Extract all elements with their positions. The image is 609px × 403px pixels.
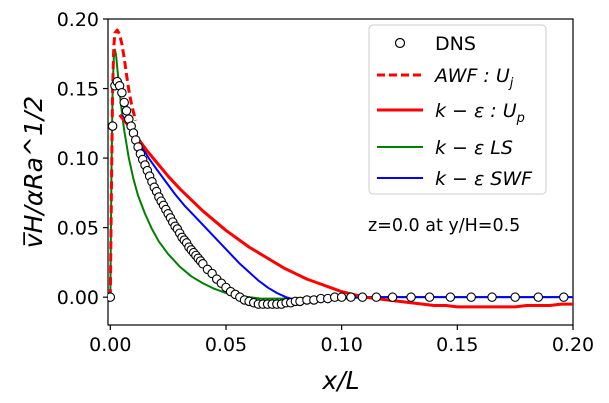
dns-data-point bbox=[424, 292, 435, 302]
series-layer bbox=[108, 28, 573, 309]
dns-data-point bbox=[445, 292, 456, 302]
dns-data-point bbox=[371, 292, 382, 302]
dns-data-point bbox=[121, 106, 132, 116]
dns-data-point bbox=[108, 121, 118, 131]
y-axis-label: v̅H/αRa^1/2 bbox=[19, 96, 48, 248]
series-line-2 bbox=[118, 114, 573, 309]
dns-data-point bbox=[357, 292, 368, 302]
legend-label: k − ε LS bbox=[435, 137, 513, 159]
dns-data-point bbox=[117, 87, 127, 98]
legend-label: AWF : Uj bbox=[433, 65, 514, 91]
x-tick-label: 0.05 bbox=[205, 334, 247, 356]
dns-data-point bbox=[466, 292, 476, 302]
legend-entry: k − ε : Up bbox=[377, 100, 525, 126]
y-tick-label: 0.15 bbox=[57, 79, 99, 101]
dns-data-point bbox=[406, 292, 416, 302]
x-tick-label: 0.00 bbox=[89, 334, 131, 356]
dns-data-point bbox=[487, 292, 497, 302]
legend-entry: k − ε LS bbox=[377, 137, 513, 159]
y-tick-label: 0.00 bbox=[57, 287, 99, 309]
x-axis-ticks: 0.00 0.05 0.10 0.15 0.20 bbox=[89, 325, 594, 356]
dns-data-point bbox=[387, 292, 398, 302]
legend-entry: DNS bbox=[394, 33, 476, 55]
x-tick-label: 0.10 bbox=[321, 334, 363, 356]
legend-label: k − ε : Up bbox=[435, 100, 525, 126]
legend-box bbox=[368, 24, 547, 195]
dns-data-point bbox=[533, 292, 544, 302]
dns-data-point bbox=[558, 292, 569, 302]
annotation-text: z=0.0 at y/H=0.5 bbox=[368, 216, 520, 236]
x-tick-label: 0.15 bbox=[436, 334, 478, 356]
dns-data-point bbox=[336, 292, 347, 302]
legend-entry: AWF : Uj bbox=[377, 65, 514, 91]
legend-label: DNS bbox=[435, 33, 476, 55]
series-dns-markers bbox=[108, 76, 569, 309]
x-tick-label: 0.20 bbox=[552, 334, 594, 356]
legend-marker bbox=[394, 37, 406, 49]
legend: DNS AWF : Uj k − ε : Up k − ε LS k − ε SWF bbox=[368, 24, 547, 195]
dns-data-point bbox=[510, 292, 520, 302]
y-axis-ticks: 0.00 0.05 0.10 0.15 0.20 bbox=[57, 9, 108, 309]
y-tick-label: 0.05 bbox=[57, 218, 99, 240]
dns-data-point bbox=[346, 292, 356, 302]
legend-label: k − ε SWF bbox=[435, 168, 533, 190]
dns-data-point bbox=[119, 97, 129, 108]
dns-data-point bbox=[108, 292, 116, 302]
x-axis-label: x/L bbox=[321, 366, 359, 395]
series-line-1 bbox=[108, 28, 138, 298]
legend-entry: k − ε SWF bbox=[377, 168, 533, 190]
y-tick-label: 0.20 bbox=[57, 9, 99, 31]
y-tick-label: 0.10 bbox=[57, 148, 99, 170]
